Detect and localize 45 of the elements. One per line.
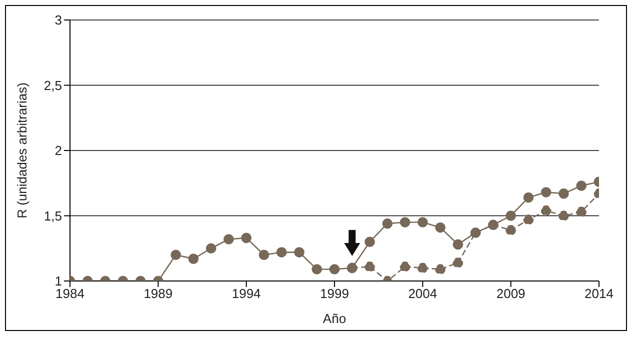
x-tick-label: 2014: [584, 286, 614, 302]
point: [382, 218, 393, 229]
point: [276, 247, 287, 258]
y-tick-label: 1,5: [44, 208, 62, 224]
y-tick-label: 3: [54, 12, 62, 28]
point: [241, 232, 252, 244]
point: [506, 210, 516, 221]
point: [170, 250, 181, 260]
point: [400, 217, 410, 228]
point: [452, 258, 464, 268]
point: [452, 239, 464, 250]
point: [418, 262, 428, 274]
point: [258, 250, 270, 260]
point: [364, 236, 375, 247]
point: [523, 192, 534, 203]
point: [576, 206, 587, 217]
point: [540, 187, 552, 198]
x-tick-label: 1984: [56, 286, 84, 302]
x-tick-label: 2004: [408, 286, 438, 302]
point: [364, 261, 375, 272]
x-tick-label: 1994: [232, 286, 261, 302]
y-tick-label: 2: [54, 143, 62, 158]
point: [329, 264, 340, 274]
x-tick-label: 2009: [496, 286, 526, 302]
point: [576, 180, 587, 191]
point: [558, 188, 569, 199]
point: [435, 222, 446, 233]
point: [558, 210, 569, 221]
y-tick-label: 1: [54, 274, 62, 289]
point: [224, 234, 234, 244]
point: [506, 224, 516, 236]
point: [540, 205, 552, 216]
x-axis-title: Año: [322, 311, 346, 326]
point: [523, 214, 534, 225]
point: [188, 254, 199, 264]
point: [418, 217, 428, 228]
point: [294, 247, 304, 258]
x-tick-label: 1999: [320, 286, 349, 302]
x-tick-label: 1989: [144, 286, 173, 302]
y-tick-label: 2,5: [44, 78, 62, 93]
point: [206, 243, 216, 254]
point: [435, 264, 446, 274]
y-axis-title: R (unidades arbitrarias): [14, 82, 30, 218]
point: [400, 261, 410, 272]
point: [312, 264, 322, 274]
